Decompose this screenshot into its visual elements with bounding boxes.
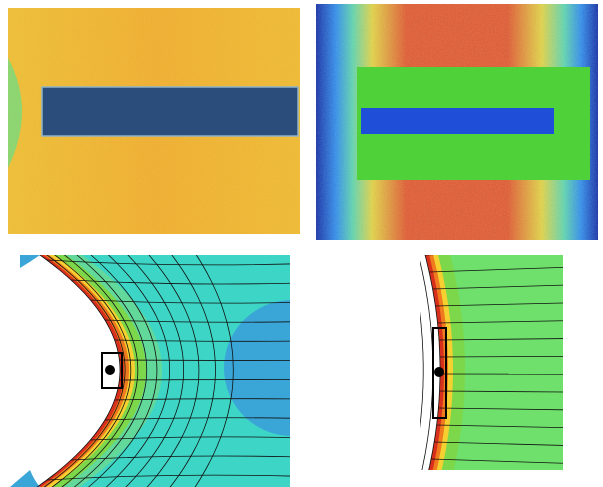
mesh-line bbox=[316, 250, 325, 475]
mesh-line bbox=[61, 255, 139, 487]
mesh-line bbox=[424, 255, 441, 470]
contour-blue-bottom bbox=[10, 470, 40, 487]
probe-point bbox=[105, 365, 115, 375]
probe-box bbox=[101, 352, 123, 389]
mesh-line bbox=[436, 424, 563, 429]
mesh-line bbox=[73, 255, 148, 487]
specimen-bar bbox=[361, 108, 554, 134]
mesh-line bbox=[434, 441, 563, 446]
mesh-line bbox=[348, 250, 359, 475]
mesh-line bbox=[46, 474, 290, 481]
contour-band bbox=[79, 255, 290, 487]
mesh-line bbox=[435, 302, 563, 307]
mesh-line bbox=[70, 455, 290, 461]
mesh-line bbox=[437, 320, 563, 324]
mesh-line bbox=[70, 279, 290, 285]
panel-top-right bbox=[316, 4, 598, 240]
mesh-line bbox=[420, 260, 434, 470]
mesh-line bbox=[18, 240, 300, 246]
mesh-line bbox=[301, 250, 308, 475]
mesh-line bbox=[332, 250, 342, 475]
mesh-line bbox=[420, 311, 424, 429]
mesh-line bbox=[395, 250, 409, 475]
mesh-line bbox=[429, 266, 563, 273]
mesh-line bbox=[379, 250, 392, 475]
mesh-line bbox=[90, 436, 290, 441]
mesh-line bbox=[194, 255, 234, 487]
mesh-line bbox=[104, 319, 290, 323]
mesh-line bbox=[439, 390, 563, 393]
contour-blue bbox=[224, 300, 290, 436]
mesh-line bbox=[438, 407, 563, 411]
mesh-line bbox=[51, 255, 132, 487]
mesh-line bbox=[169, 255, 216, 487]
mesh-line bbox=[36, 255, 121, 487]
probe-box bbox=[432, 327, 447, 419]
specimen-bar bbox=[41, 86, 299, 137]
mesh-line bbox=[432, 284, 563, 290]
mesh-line bbox=[439, 355, 563, 358]
mesh-line bbox=[114, 398, 290, 401]
panel-bottom-left bbox=[10, 240, 300, 487]
contour-band bbox=[450, 255, 563, 470]
mesh-line bbox=[90, 299, 290, 304]
mesh-line bbox=[431, 458, 563, 464]
mesh-line bbox=[43, 255, 126, 487]
panel-bottom-right bbox=[301, 250, 563, 475]
mesh-line bbox=[146, 255, 200, 487]
panel-top-left bbox=[8, 8, 300, 234]
mesh-line bbox=[438, 338, 563, 341]
mesh-line bbox=[363, 250, 375, 475]
mesh-line bbox=[88, 255, 158, 487]
mesh-line bbox=[114, 339, 290, 342]
contour-blue-top bbox=[20, 255, 40, 268]
mesh-line bbox=[104, 417, 290, 421]
mesh-line bbox=[46, 259, 290, 266]
probe-point bbox=[434, 367, 444, 377]
mesh-line bbox=[425, 255, 436, 256]
